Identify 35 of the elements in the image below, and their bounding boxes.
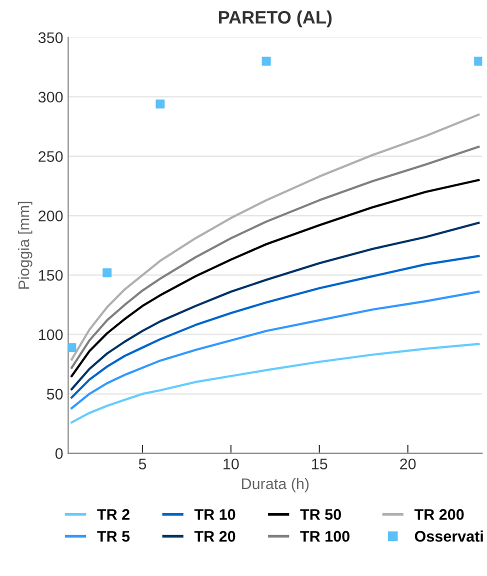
line-series xyxy=(70,342,480,424)
y-tick-label: 200 xyxy=(38,210,63,222)
point xyxy=(474,56,482,66)
chart-title: PARETO (AL) xyxy=(219,10,332,28)
y-tick-label: 100 xyxy=(38,329,63,340)
line-series xyxy=(70,178,480,378)
y-tick-label: 150 xyxy=(38,270,63,281)
legend-label: TR 100 xyxy=(300,530,350,542)
y-tick-label: 300 xyxy=(38,92,63,103)
point xyxy=(156,99,165,108)
line-series xyxy=(70,146,480,369)
x-tick-label: 10 xyxy=(224,458,239,470)
line-series xyxy=(70,114,480,361)
x-tick-label: 15 xyxy=(312,458,328,470)
point xyxy=(262,56,271,66)
legend-label: TR 20 xyxy=(194,530,236,542)
line-series xyxy=(70,222,480,390)
line-series xyxy=(70,290,480,410)
legend-label: TR 5 xyxy=(97,531,130,542)
legend-label: TR 10 xyxy=(194,509,236,520)
y-tick-label: 0 xyxy=(55,448,63,459)
legend-label: TR 2 xyxy=(97,509,130,520)
legend-label: Osservati xyxy=(414,530,483,542)
y-tick-label: 350 xyxy=(38,32,63,44)
y-tick-label: 250 xyxy=(38,151,63,162)
x-tick-label: 20 xyxy=(400,458,416,470)
legend-label: TR 200 xyxy=(414,509,464,520)
y-axis-title: Pioggia [mm] xyxy=(18,202,32,289)
point xyxy=(68,343,76,352)
point xyxy=(102,268,112,278)
x-axis-title: Durata (h) xyxy=(242,478,309,492)
legend-label: TR 50 xyxy=(300,509,341,520)
line-series xyxy=(70,254,480,399)
y-tick-label: 50 xyxy=(46,388,63,400)
x-tick-label: 5 xyxy=(138,458,146,470)
